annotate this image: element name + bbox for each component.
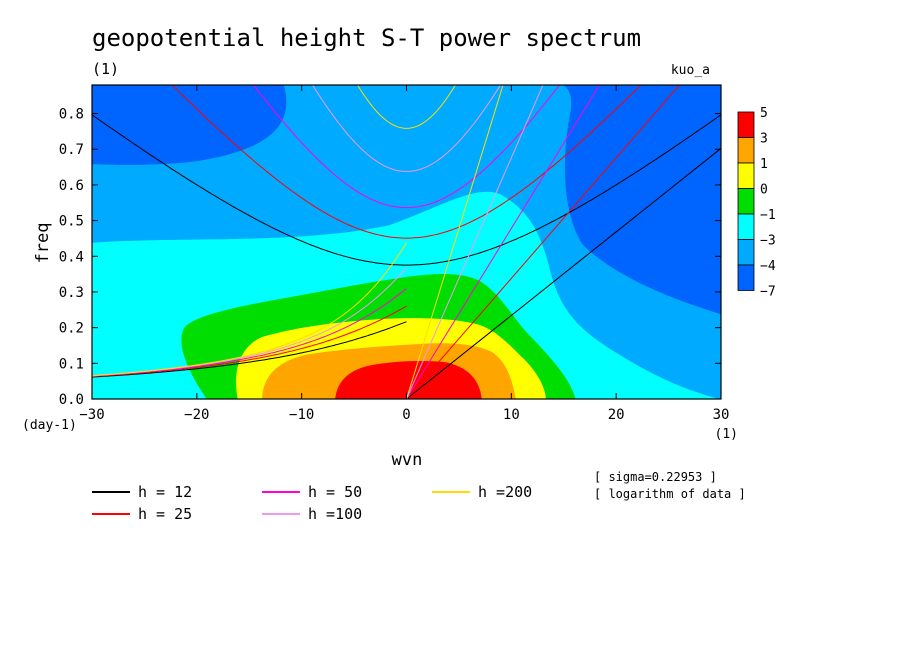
mrg-wave-h25 xyxy=(92,305,407,377)
legend-label: h =100 xyxy=(308,505,362,523)
mrg-wave-h200 xyxy=(92,242,407,377)
y-tick-label: 0.8 xyxy=(59,107,84,123)
run-label: kuo_a xyxy=(671,63,710,78)
y-axis: 0.0 0.1 0.2 0.3 0.4 0.5 0.6 0.7 0.8 xyxy=(59,107,721,408)
kelvin-wave-h200 xyxy=(406,85,504,399)
colorbar-label: 3 xyxy=(760,132,768,147)
colorbar-label: −1 xyxy=(760,208,776,223)
log-note: [ logarithm of data ] xyxy=(594,487,746,501)
y-tick-label: 0.4 xyxy=(59,249,84,265)
fill-level-3 xyxy=(335,361,482,399)
x-tick-label: −20 xyxy=(184,407,209,423)
x-axis: −30 −20 −10 0 10 20 30 xyxy=(79,85,729,423)
x-axis-units: (1) xyxy=(715,427,738,442)
y-tick-label: 0.2 xyxy=(59,321,84,337)
y-tick-label: 0.1 xyxy=(59,356,84,372)
x-tick-label: 30 xyxy=(713,407,730,423)
kelvin-wave-h12 xyxy=(406,147,721,399)
y-axis-units: (day-1) xyxy=(22,418,77,433)
colorbar-swatch xyxy=(737,137,755,164)
colorbar-swatch xyxy=(737,239,755,266)
x-tick-label: 10 xyxy=(503,407,520,423)
inertia-gravity-wave-h12 xyxy=(92,114,721,266)
inertia-gravity-wave-h25 xyxy=(171,85,642,239)
legend-label: h = 50 xyxy=(308,483,362,501)
x-tick-label: 20 xyxy=(608,407,625,423)
sigma-note: [ sigma=0.22953 ] xyxy=(594,470,717,484)
y-tick-label: 0.5 xyxy=(59,214,84,230)
colorbar-swatch xyxy=(737,188,755,215)
colorbar: 5 3 1 0 −1 −3 −4 −7 xyxy=(737,106,776,300)
inertia-gravity-wave-h200 xyxy=(356,85,457,129)
chart-subtitle: (1) xyxy=(92,60,119,78)
legend-label: h = 12 xyxy=(138,483,192,501)
colorbar-label: −4 xyxy=(760,259,776,274)
colorbar-swatch xyxy=(737,213,755,240)
colorbar-swatch xyxy=(737,111,755,138)
x-axis-label: wvn xyxy=(392,450,423,470)
legend-label: h = 25 xyxy=(138,505,192,523)
y-axis-label: freq xyxy=(33,223,53,264)
x-tick-label: −10 xyxy=(289,407,314,423)
colorbar-swatch xyxy=(737,162,755,189)
inertia-gravity-wave-h100 xyxy=(311,85,502,172)
legend-label: h =200 xyxy=(478,483,532,501)
colorbar-label: 1 xyxy=(760,157,768,172)
power-spectrum-field xyxy=(92,85,721,399)
dispersion-curves xyxy=(92,85,721,399)
kelvin-wave-h25 xyxy=(406,85,681,399)
y-tick-label: 0.0 xyxy=(59,392,84,408)
y-tick-label: 0.6 xyxy=(59,178,84,194)
kelvin-wave-h100 xyxy=(406,85,544,399)
x-tick-label: −30 xyxy=(79,407,104,423)
legend: h = 12 h = 25 h = 50 h =100 h =200 xyxy=(92,483,532,523)
x-tick-label: 0 xyxy=(402,407,410,423)
colorbar-swatch xyxy=(737,264,755,291)
inertia-gravity-wave-h50 xyxy=(252,85,561,209)
colorbar-label: −3 xyxy=(760,234,776,249)
chart-title: geopotential height S-T power spectrum xyxy=(92,24,641,52)
kelvin-wave-h50 xyxy=(406,85,601,399)
mrg-wave-h12 xyxy=(92,321,407,378)
y-tick-label: 0.3 xyxy=(59,285,84,301)
colorbar-label: 0 xyxy=(760,183,768,198)
colorbar-label: 5 xyxy=(760,106,768,121)
y-tick-label: 0.7 xyxy=(59,142,84,158)
colorbar-label: −7 xyxy=(760,285,776,300)
